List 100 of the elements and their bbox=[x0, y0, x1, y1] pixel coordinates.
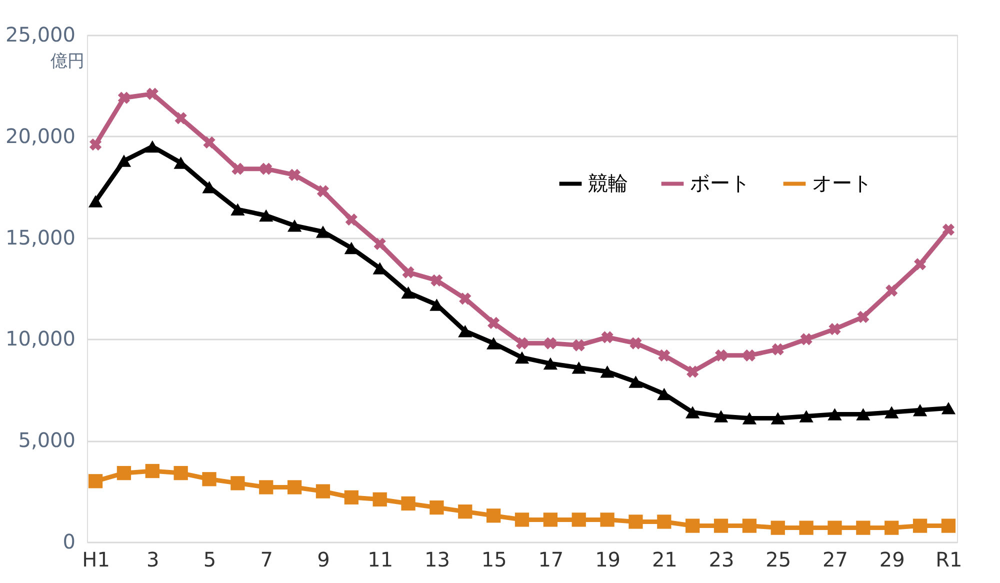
x-tick-label: R1 bbox=[936, 548, 962, 572]
point bbox=[203, 136, 216, 149]
y-tick-label: 20,000 bbox=[6, 124, 76, 148]
point bbox=[486, 508, 501, 523]
point bbox=[856, 520, 870, 535]
point bbox=[316, 185, 330, 198]
x-tick-label: 25 bbox=[766, 548, 792, 572]
point bbox=[912, 518, 928, 533]
point bbox=[628, 514, 643, 529]
point bbox=[232, 162, 244, 175]
x-tick-label: 23 bbox=[708, 548, 734, 572]
point bbox=[914, 258, 926, 270]
point bbox=[686, 406, 700, 418]
point bbox=[372, 492, 387, 506]
point bbox=[288, 168, 301, 181]
x-tick-label: 9 bbox=[317, 548, 330, 572]
point bbox=[942, 224, 955, 236]
point bbox=[600, 366, 614, 378]
point bbox=[742, 518, 757, 533]
point bbox=[743, 349, 756, 362]
point bbox=[116, 154, 132, 167]
point bbox=[458, 504, 472, 519]
point bbox=[886, 284, 898, 297]
point bbox=[714, 518, 728, 533]
point bbox=[543, 357, 558, 370]
y-axis-title: 億円 bbox=[50, 52, 84, 72]
point bbox=[89, 138, 102, 151]
point bbox=[657, 514, 672, 529]
point bbox=[799, 410, 814, 422]
point bbox=[884, 406, 899, 418]
point bbox=[116, 466, 132, 480]
x-tick-label: 21 bbox=[652, 548, 678, 572]
point bbox=[912, 404, 928, 416]
point bbox=[657, 388, 672, 400]
point bbox=[344, 242, 358, 254]
legend-label: オート bbox=[812, 170, 872, 195]
point bbox=[287, 220, 302, 232]
point bbox=[174, 112, 187, 124]
x-tick-label: 5 bbox=[203, 548, 216, 572]
y-tick-label: 25,000 bbox=[6, 22, 76, 46]
point bbox=[145, 464, 160, 478]
point bbox=[174, 466, 188, 480]
point bbox=[543, 512, 558, 527]
point bbox=[630, 337, 642, 350]
point bbox=[401, 496, 416, 511]
y-tick-label: 0 bbox=[62, 530, 76, 554]
point bbox=[88, 474, 103, 488]
y-tick-label: 15,000 bbox=[6, 225, 76, 250]
point bbox=[628, 376, 643, 388]
x-tick-label: 15 bbox=[481, 548, 507, 572]
point bbox=[800, 333, 812, 346]
x-tick-label: 3 bbox=[146, 548, 160, 572]
point bbox=[772, 343, 784, 356]
point bbox=[401, 286, 416, 299]
x-tick-label: 7 bbox=[260, 548, 273, 572]
point bbox=[260, 162, 272, 175]
point bbox=[572, 339, 585, 352]
point bbox=[828, 323, 841, 336]
point bbox=[658, 349, 670, 362]
point bbox=[714, 349, 728, 362]
point bbox=[316, 484, 330, 498]
point bbox=[88, 195, 103, 208]
point bbox=[601, 331, 614, 344]
x-tick-label: 29 bbox=[879, 548, 905, 572]
point bbox=[572, 361, 586, 374]
x-tick-label: 17 bbox=[538, 548, 564, 572]
point bbox=[146, 88, 158, 100]
point bbox=[486, 337, 501, 350]
point bbox=[230, 203, 245, 216]
point bbox=[287, 480, 302, 494]
point bbox=[884, 520, 899, 535]
point bbox=[856, 408, 870, 420]
point bbox=[686, 518, 700, 533]
point bbox=[544, 337, 556, 350]
point bbox=[770, 412, 785, 424]
point bbox=[259, 209, 274, 222]
legend-label: ボート bbox=[690, 170, 750, 195]
point bbox=[345, 213, 358, 226]
x-tick-label: 11 bbox=[368, 548, 394, 572]
point bbox=[770, 520, 785, 535]
legend-label: 競輪 bbox=[588, 170, 628, 195]
point bbox=[488, 316, 500, 330]
point bbox=[402, 266, 414, 278]
point bbox=[828, 520, 842, 535]
point bbox=[514, 512, 530, 527]
point bbox=[459, 292, 472, 305]
point bbox=[600, 512, 614, 527]
point bbox=[316, 226, 330, 238]
point bbox=[799, 520, 814, 535]
point bbox=[516, 337, 528, 350]
point bbox=[941, 402, 956, 414]
point bbox=[742, 412, 757, 424]
point bbox=[714, 410, 728, 422]
point bbox=[857, 310, 870, 323]
point bbox=[259, 480, 274, 494]
point bbox=[686, 366, 699, 378]
point bbox=[230, 476, 245, 490]
point bbox=[430, 274, 443, 286]
point bbox=[145, 140, 160, 153]
point bbox=[374, 238, 386, 250]
